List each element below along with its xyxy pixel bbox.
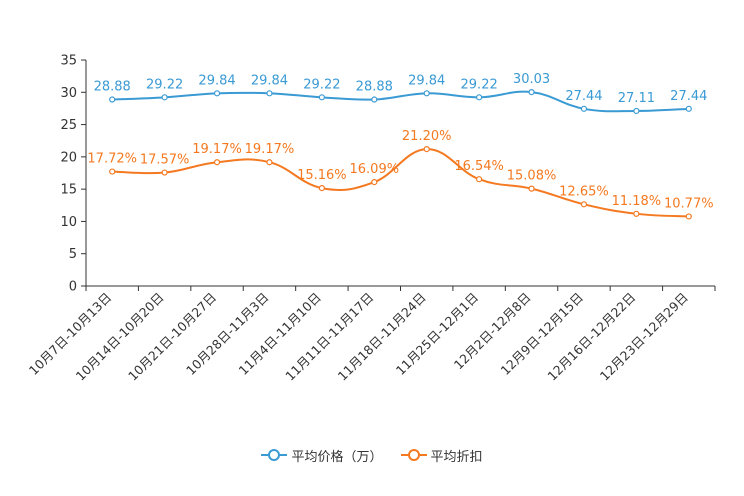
series-0-data-label: 27.44	[670, 89, 707, 104]
legend-label-avg-price: 平均价格（万）	[291, 449, 383, 465]
series-1-data-label: 15.08%	[507, 169, 557, 184]
series-1-data-label: 21.20%	[402, 129, 452, 144]
series-1-data-label: 17.57%	[140, 153, 190, 168]
series-0-data-label: 29.84	[251, 73, 288, 88]
series-0-data-label: 29.84	[408, 73, 445, 88]
legend-line-circle-icon	[261, 448, 288, 462]
x-tick-label: 12月16日-12月22日	[544, 290, 638, 384]
y-axis: 0 5 10 15 20 25 30 35	[60, 54, 87, 295]
series-0-point[interactable]	[476, 94, 483, 101]
series-1-data-label: 10.77%	[664, 196, 714, 211]
series-1-point[interactable]	[633, 210, 640, 217]
series-1-point[interactable]	[266, 159, 273, 166]
y-tick-label: 5	[69, 247, 77, 262]
series-1-point[interactable]	[371, 179, 378, 186]
series-0-data-label: 27.11	[618, 91, 655, 106]
legend-line-circle-icon	[400, 448, 427, 462]
legend-item-avg-discount[interactable]: 平均折扣	[400, 446, 483, 465]
y-tick-label: 20	[60, 150, 77, 165]
legend-item-avg-price[interactable]: 平均价格（万）	[261, 446, 383, 465]
series-0-point[interactable]	[109, 96, 116, 103]
y-tick-label: 15	[60, 183, 77, 198]
x-tick-label: 11月11日-11月17日	[282, 290, 376, 384]
series-0-point[interactable]	[371, 96, 378, 103]
series-1-point[interactable]	[528, 185, 535, 192]
series-1-data-label: 19.17%	[245, 142, 295, 157]
series-1-point[interactable]	[161, 169, 168, 176]
series-1-data-label: 11.18%	[612, 194, 662, 209]
series-0-point[interactable]	[633, 107, 640, 115]
series-layer	[109, 88, 692, 220]
y-tick-label: 25	[60, 118, 77, 133]
series-0-point[interactable]	[213, 90, 221, 97]
series-line-0	[112, 90, 689, 113]
series-0-point[interactable]	[318, 94, 325, 101]
series-1-point[interactable]	[476, 176, 483, 183]
data-label-layer: 28.88 29.22 29.84 29.84 29.22 28.88 29.84 29.22…	[87, 72, 713, 211]
series-0-data-label: 30.03	[513, 72, 550, 87]
y-tick-label: 10	[60, 215, 77, 230]
x-axis: 10月7日-10月13日10月14日-10月20日10月21日-10月27日10…	[26, 285, 716, 384]
series-0-data-label: 28.88	[356, 80, 393, 95]
series-1-point[interactable]	[685, 213, 692, 220]
x-tick-label: 10月21日-10月27日	[125, 290, 219, 384]
series-1-point[interactable]	[318, 185, 325, 192]
series-1-point[interactable]	[423, 146, 430, 153]
line-chart: 0 5 10 15 20 25 30 35 10月7日-10月13日10月14日-10月20日…	[26, 54, 716, 384]
series-0-point[interactable]	[528, 88, 535, 96]
legend: 平均价格（万） 平均折扣	[0, 444, 744, 466]
series-0-point[interactable]	[685, 105, 692, 112]
y-tick-label: 30	[60, 86, 77, 101]
legend-label-avg-discount: 平均折扣	[430, 449, 483, 465]
y-tick-label: 0	[69, 280, 77, 295]
x-tick-label: 12月23日-12月29日	[597, 290, 691, 384]
x-tick-label: 11月18日-11月24日	[335, 290, 429, 384]
series-0-point[interactable]	[161, 94, 168, 101]
series-1-data-label: 15.16%	[297, 168, 347, 183]
series-1-data-label: 17.72%	[87, 152, 137, 167]
series-0-data-label: 28.88	[94, 80, 131, 95]
series-1-data-label: 12.65%	[559, 184, 609, 199]
series-line-1	[112, 148, 689, 218]
y-tick-label: 35	[60, 54, 77, 69]
series-0-point[interactable]	[266, 90, 273, 97]
series-0-point[interactable]	[423, 90, 430, 97]
series-0-point[interactable]	[580, 105, 588, 112]
series-1-data-label: 16.54%	[454, 159, 504, 174]
series-0-data-label: 29.84	[198, 73, 235, 88]
series-0-data-label: 27.44	[565, 89, 602, 104]
series-1-data-label: 19.17%	[192, 142, 242, 157]
series-0-data-label: 29.22	[303, 77, 340, 92]
series-0-data-label: 29.22	[146, 77, 183, 92]
series-1-data-label: 16.09%	[350, 162, 400, 177]
series-1-point[interactable]	[213, 159, 221, 166]
series-1-point[interactable]	[109, 168, 116, 175]
series-1-point[interactable]	[580, 201, 588, 208]
series-0-data-label: 29.22	[461, 77, 498, 92]
x-tick-label: 10月14日-10月20日	[73, 290, 167, 384]
